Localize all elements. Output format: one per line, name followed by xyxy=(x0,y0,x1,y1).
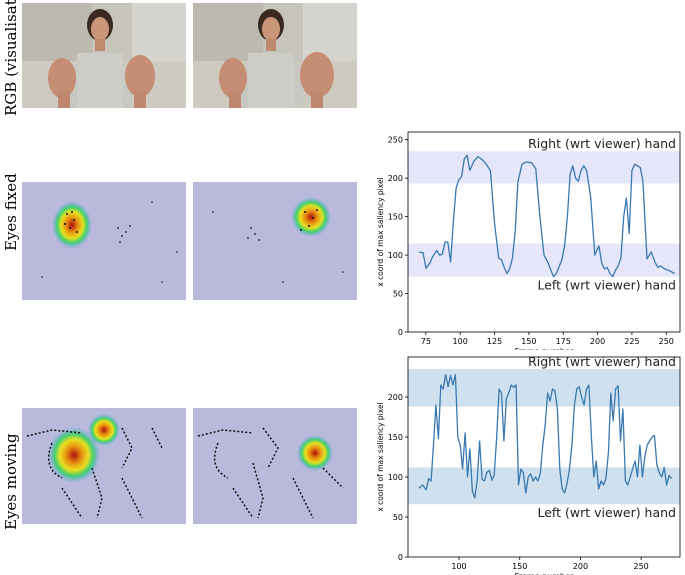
x-tick-label: 150 xyxy=(512,562,527,571)
y-tick-label: 250 xyxy=(388,136,403,145)
y-tick-label: 150 xyxy=(388,433,403,442)
x-tick-label: 125 xyxy=(487,337,502,346)
hand-band-right xyxy=(408,369,680,407)
x-tick-label: 250 xyxy=(634,562,649,571)
x-tick-label: 225 xyxy=(624,337,639,346)
rgb-frame-left xyxy=(22,3,186,108)
y-tick-label: 100 xyxy=(388,473,403,482)
chart-eyes-fixed: Right (wrt viewer) hand Left (wrt viewer)… xyxy=(376,131,681,350)
hand-band-right xyxy=(408,151,680,184)
series-line-0 xyxy=(418,154,675,278)
plot-frame xyxy=(407,131,681,333)
saliency-map-moving-left xyxy=(22,408,186,524)
x-tick-label: 200 xyxy=(573,562,588,571)
x-axis-label: Frame number xyxy=(515,347,574,350)
hand-band-left xyxy=(408,467,680,505)
row-label-eyes-moving: Eyes moving xyxy=(2,433,20,530)
plot-frame xyxy=(407,356,681,558)
series-line-0 xyxy=(418,373,673,499)
x-tick-label: 200 xyxy=(590,337,605,346)
x-tick-label: 175 xyxy=(556,337,571,346)
y-tick-label: 200 xyxy=(388,393,403,402)
rgb-frame-right xyxy=(193,3,357,108)
y-tick-label: 50 xyxy=(393,290,403,299)
y-tick-label: 50 xyxy=(393,513,403,522)
row-label-eyes-fixed: Eyes fixed xyxy=(2,173,20,251)
x-tick-label: 100 xyxy=(451,562,466,571)
band-label-right: Right (wrt viewer) hand xyxy=(528,136,676,151)
y-axis-label: x coord of max saliency pixel xyxy=(376,402,385,511)
y-tick-label: 200 xyxy=(388,174,403,183)
saliency-map-moving-right xyxy=(193,408,357,524)
row-label-rgb: RGB (visualisation) xyxy=(2,0,20,116)
x-tick-label: 75 xyxy=(421,337,431,346)
band-label-left: Left (wrt viewer) hand xyxy=(537,505,676,520)
x-tick-label: 100 xyxy=(453,337,468,346)
y-axis-label: x coord of max saliency pixel xyxy=(376,177,385,286)
y-tick-label: 100 xyxy=(388,251,403,260)
x-tick-label: 250 xyxy=(659,337,674,346)
x-tick-label: 150 xyxy=(521,337,536,346)
chart-eyes-moving: Right (wrt viewer) hand Left (wrt viewer)… xyxy=(376,354,681,575)
band-label-left: Left (wrt viewer) hand xyxy=(537,278,676,293)
saliency-map-fixed-right xyxy=(193,182,357,300)
band-label-right: Right (wrt viewer) hand xyxy=(528,354,676,369)
x-axis-label: Frame number xyxy=(515,572,574,575)
y-tick-label: 0 xyxy=(398,328,403,337)
saliency-map-fixed-left xyxy=(22,182,186,300)
y-tick-label: 150 xyxy=(388,213,403,222)
y-tick-label: 0 xyxy=(398,553,403,562)
